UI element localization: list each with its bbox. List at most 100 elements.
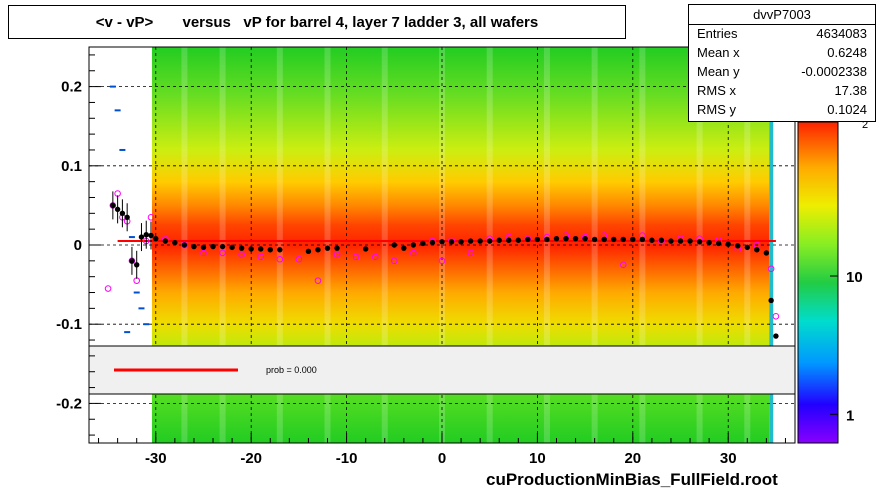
profile-black-point	[258, 246, 264, 252]
z-tick-partial: 2	[862, 119, 868, 131]
x-tick-label: 10	[529, 450, 546, 467]
profile-magenta-point	[767, 265, 775, 273]
profile-black-point	[153, 235, 159, 242]
x-tick-label: 20	[624, 450, 641, 467]
profile-black-point	[754, 247, 760, 253]
profile-black-point	[401, 245, 407, 251]
profile-magenta-point	[219, 249, 226, 257]
profile-black-point	[200, 244, 207, 251]
profile-black-point	[420, 240, 426, 247]
profile-black-point	[305, 248, 312, 255]
points-layer	[104, 85, 780, 339]
stats-row-rms-y: RMS y 0.1024	[697, 102, 867, 117]
profile-black-point	[696, 239, 703, 245]
profile-magenta-point	[333, 251, 341, 258]
profile-magenta-point	[390, 257, 398, 265]
profile-black-point	[129, 258, 135, 264]
x-tick-label: 30	[720, 450, 737, 467]
plot-title: <v - vP> versus vP for barrel 4, layer 7…	[95, 13, 539, 31]
profile-black-point	[134, 262, 140, 268]
profile-black-point	[191, 243, 197, 250]
profile-black-point	[687, 238, 693, 244]
plot-title-box: <v - vP> versus vP for barrel 4, layer 7…	[8, 5, 626, 39]
profile-magenta-point	[257, 253, 265, 261]
profile-black-point	[114, 206, 121, 213]
profile-black-point	[630, 236, 636, 243]
profile-black-point	[515, 237, 522, 243]
profile-black-point	[768, 297, 774, 304]
profile-black-point	[181, 242, 188, 248]
profile-black-point	[429, 239, 436, 246]
profile-black-point	[668, 238, 674, 244]
x-tick-label: -10	[336, 450, 358, 467]
stats-row-rms-x: RMS x 17.38	[697, 83, 867, 98]
profile-black-point	[591, 236, 598, 243]
profile-black-point	[658, 237, 665, 243]
profile-black-point	[143, 232, 149, 238]
profile-black-point	[553, 235, 560, 242]
stats-box: dvvP7003 Entries 4634083 Mean x 0.6248 Mea…	[688, 4, 876, 122]
profile-black-point	[773, 333, 779, 339]
y-tick-label: 0	[74, 237, 82, 254]
x-tick-label: 0	[438, 450, 446, 467]
legend-fit-label: prob = 0.000	[266, 365, 317, 375]
y-tick-label: -0.1	[56, 316, 82, 333]
profile-magenta-point	[619, 261, 627, 269]
stats-row-mean-y: Mean y -0.0002338	[697, 64, 867, 79]
profile-magenta-point	[104, 285, 112, 292]
profile-black-point	[525, 236, 531, 243]
profile-black-point	[601, 236, 607, 243]
stats-name: dvvP7003	[753, 7, 811, 22]
profile-black-point	[487, 238, 493, 244]
wafer-band	[324, 47, 331, 443]
profile-magenta-point	[410, 249, 417, 257]
profile-black-point	[124, 214, 130, 220]
y-tick-label: -0.2	[56, 395, 82, 412]
profile-black-point	[582, 235, 588, 242]
profile-black-point	[763, 250, 770, 256]
profile-black-point	[448, 239, 455, 245]
profile-black-point	[744, 244, 750, 251]
profile-magenta-point	[200, 249, 207, 257]
profile-magenta-point	[295, 255, 303, 263]
profile-black-point	[334, 245, 340, 251]
profile-black-point	[119, 210, 126, 217]
wafer-band	[486, 47, 493, 443]
axes-layer: -30 -20 -10 0 10 20 30 0.2 0.1 0 -0.1 -0.2	[56, 46, 796, 467]
profile-black-point	[210, 243, 216, 250]
profile-magenta-point	[276, 255, 284, 263]
profile-black-point	[725, 241, 731, 247]
z-color-bar	[797, 121, 839, 444]
profile-black-point	[563, 235, 569, 242]
profile-black-point	[172, 239, 178, 246]
profile-black-point	[477, 238, 483, 244]
profile-magenta-point	[467, 249, 474, 257]
profile-black-point	[248, 246, 254, 252]
profile-black-point	[735, 243, 741, 249]
legend-box: prob = 0.000	[88, 345, 796, 395]
profile-black-point	[706, 239, 712, 246]
profile-black-point	[229, 244, 235, 251]
profile-black-point	[277, 247, 283, 253]
profile-black-point	[677, 238, 684, 244]
profile-black-point	[639, 236, 646, 243]
profile-magenta-point	[314, 277, 322, 284]
profile-black-point	[458, 239, 464, 245]
profile-black-point	[110, 202, 116, 209]
profile-magenta-point	[238, 251, 245, 258]
profile-black-point	[572, 235, 579, 242]
wafer-band	[696, 47, 703, 443]
profile-black-point	[267, 247, 273, 253]
profile-black-point	[506, 237, 512, 243]
profile-magenta-point	[772, 312, 780, 320]
profile-black-point	[362, 246, 369, 252]
profile-black-point	[611, 236, 617, 243]
profile-black-point	[219, 243, 226, 250]
profile-black-point	[138, 234, 145, 240]
profile-magenta-point	[438, 257, 446, 265]
x-tick-label: -20	[240, 450, 262, 467]
z-tick-label: 10	[846, 269, 863, 286]
profile-magenta-point	[371, 253, 379, 261]
